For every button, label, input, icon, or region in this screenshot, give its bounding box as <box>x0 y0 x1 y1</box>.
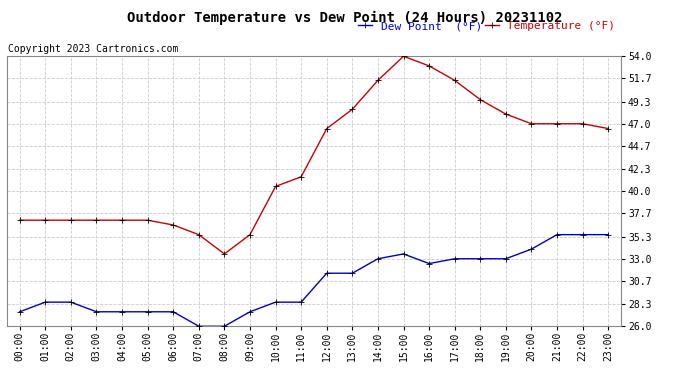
Temperature (°F) <box>374 78 382 82</box>
Temperature (°F) <box>169 223 177 227</box>
Temperature (°F) <box>348 107 357 111</box>
Dew Point  (°F) <box>553 232 561 237</box>
Dew Point  (°F) <box>297 300 305 304</box>
Dew Point  (°F) <box>169 309 177 314</box>
Text: Copyright 2023 Cartronics.com: Copyright 2023 Cartronics.com <box>8 44 179 54</box>
Temperature (°F) <box>16 218 24 222</box>
Dew Point  (°F) <box>425 261 433 266</box>
Dew Point  (°F) <box>374 256 382 261</box>
Temperature (°F) <box>271 184 279 189</box>
Dew Point  (°F) <box>246 309 254 314</box>
Dew Point  (°F) <box>271 300 279 304</box>
Temperature (°F) <box>41 218 50 222</box>
Dew Point  (°F) <box>220 324 228 328</box>
Temperature (°F) <box>451 78 459 82</box>
Dew Point  (°F) <box>451 256 459 261</box>
Dew Point  (°F) <box>400 252 408 256</box>
Dew Point  (°F) <box>195 324 203 328</box>
Dew Point  (°F) <box>67 300 75 304</box>
Dew Point  (°F) <box>502 256 510 261</box>
Dew Point  (°F) <box>41 300 50 304</box>
Temperature (°F) <box>425 64 433 68</box>
Dew Point  (°F) <box>323 271 331 276</box>
Dew Point  (°F) <box>578 232 586 237</box>
Temperature (°F) <box>67 218 75 222</box>
Dew Point  (°F) <box>92 309 101 314</box>
Temperature (°F) <box>118 218 126 222</box>
Temperature (°F) <box>476 98 484 102</box>
Dew Point  (°F) <box>604 232 612 237</box>
Text: Outdoor Temperature vs Dew Point (24 Hours) 20231102: Outdoor Temperature vs Dew Point (24 Hou… <box>127 11 563 26</box>
Line: Dew Point  (°F): Dew Point (°F) <box>17 232 611 329</box>
Temperature (°F) <box>246 232 254 237</box>
Temperature (°F) <box>195 232 203 237</box>
Dew Point  (°F) <box>16 309 24 314</box>
Dew Point  (°F) <box>476 256 484 261</box>
Temperature (°F) <box>527 122 535 126</box>
Line: Temperature (°F): Temperature (°F) <box>17 54 611 257</box>
Temperature (°F) <box>220 252 228 256</box>
Legend: Dew Point  (°F), Temperature (°F): Dew Point (°F), Temperature (°F) <box>358 21 615 31</box>
Dew Point  (°F) <box>118 309 126 314</box>
Temperature (°F) <box>604 126 612 131</box>
Temperature (°F) <box>297 174 305 179</box>
Dew Point  (°F) <box>527 247 535 251</box>
Temperature (°F) <box>400 54 408 58</box>
Temperature (°F) <box>323 126 331 131</box>
Temperature (°F) <box>578 122 586 126</box>
Dew Point  (°F) <box>348 271 357 276</box>
Dew Point  (°F) <box>144 309 152 314</box>
Temperature (°F) <box>92 218 101 222</box>
Temperature (°F) <box>553 122 561 126</box>
Temperature (°F) <box>144 218 152 222</box>
Temperature (°F) <box>502 112 510 116</box>
